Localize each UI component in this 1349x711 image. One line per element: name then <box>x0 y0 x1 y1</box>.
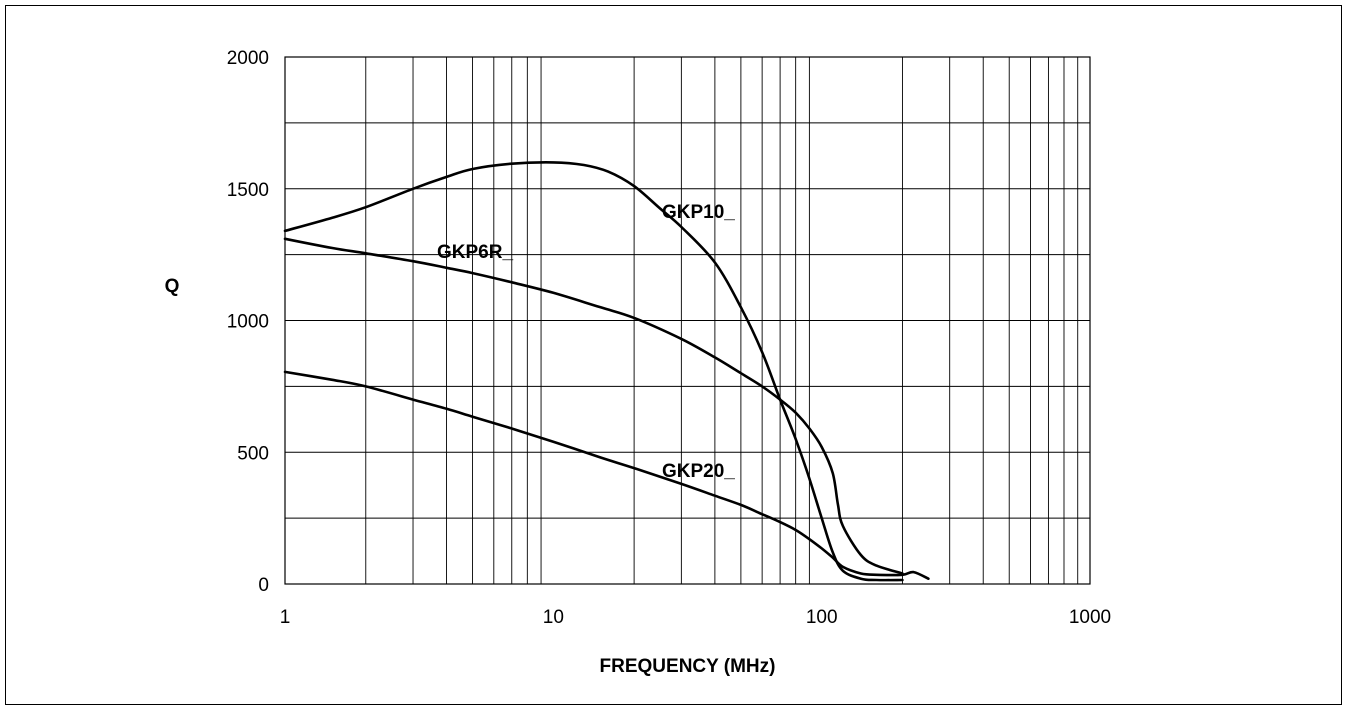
series-lines <box>283 161 930 582</box>
y-axis-title: Q <box>165 276 180 297</box>
x-tick-label: 1 <box>280 607 291 628</box>
series-label-gkp20: GKP20_ <box>662 461 735 482</box>
x-axis-title: FREQUENCY (MHz) <box>600 656 776 677</box>
tick-labels: 1 10 100 1000 0 500 1000 1500 2000 <box>227 48 1111 628</box>
x-tick-label: 1000 <box>1069 607 1111 628</box>
x-tick-label: 10 <box>543 607 564 628</box>
x-tick-label: 100 <box>806 607 838 628</box>
series-labels: GKP10_ GKP6R_ GKP20_ <box>437 202 735 482</box>
y-tick-label: 0 <box>258 575 269 596</box>
series-line-gkp6r <box>283 237 904 575</box>
series-label-gkp6r: GKP6R_ <box>437 242 513 263</box>
chart-frame <box>5 5 1342 705</box>
plot-area-border <box>284 56 1091 585</box>
series-line-gkp20 <box>283 370 930 580</box>
series-line-gkp10 <box>283 161 904 582</box>
series-label-gkp10: GKP10_ <box>662 202 735 223</box>
y-tick-label: 2000 <box>227 48 269 69</box>
y-tick-label: 1000 <box>227 312 269 333</box>
y-tick-label: 1500 <box>227 180 269 201</box>
y-tick-label: 500 <box>237 443 269 464</box>
grid-lines <box>285 57 1090 584</box>
